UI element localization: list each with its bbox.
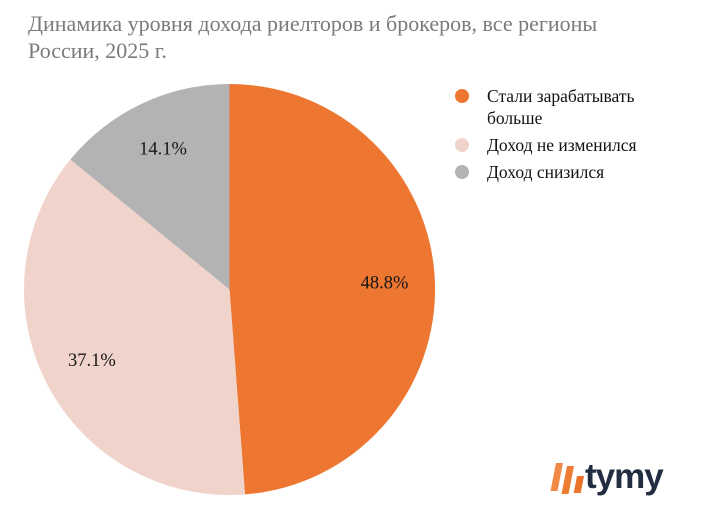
legend-swatch-earn-more-icon — [455, 89, 469, 103]
pie-slice-1 — [23, 159, 245, 496]
slice-label-0: 48.8% — [361, 274, 409, 294]
legend-item-income-decreased: Доход снизился — [455, 161, 665, 183]
legend-item-earn-more: Стали зарабатывать больше — [455, 85, 665, 129]
page-title-line-2: России, 2025 г. — [28, 38, 167, 63]
slice-label-2: 14.1% — [139, 139, 187, 159]
page-title-line-1: Динамика уровня дохода риелторов и броке… — [28, 11, 598, 36]
pie-slice-0 — [229, 83, 436, 495]
legend-label: Стали зарабатывать больше — [487, 86, 635, 128]
logo-text: tymy — [585, 457, 664, 496]
legend: Стали зарабатывать больше Доход не измен… — [455, 85, 665, 188]
brand-logo: tymy — [548, 456, 688, 508]
legend-item-income-unchanged: Доход не изменился — [455, 134, 665, 156]
legend-swatch-income-unchanged-icon — [455, 138, 469, 152]
slice-label-1: 37.1% — [68, 351, 116, 371]
legend-label: Доход снизился — [487, 162, 605, 182]
legend-label: Доход не изменился — [487, 135, 637, 155]
legend-swatch-income-decreased-icon — [455, 165, 469, 179]
pie-slice-2 — [70, 84, 230, 290]
logo-marks-icon — [550, 463, 584, 494]
page-title: Динамика уровня дохода риелторов и броке… — [28, 10, 597, 64]
